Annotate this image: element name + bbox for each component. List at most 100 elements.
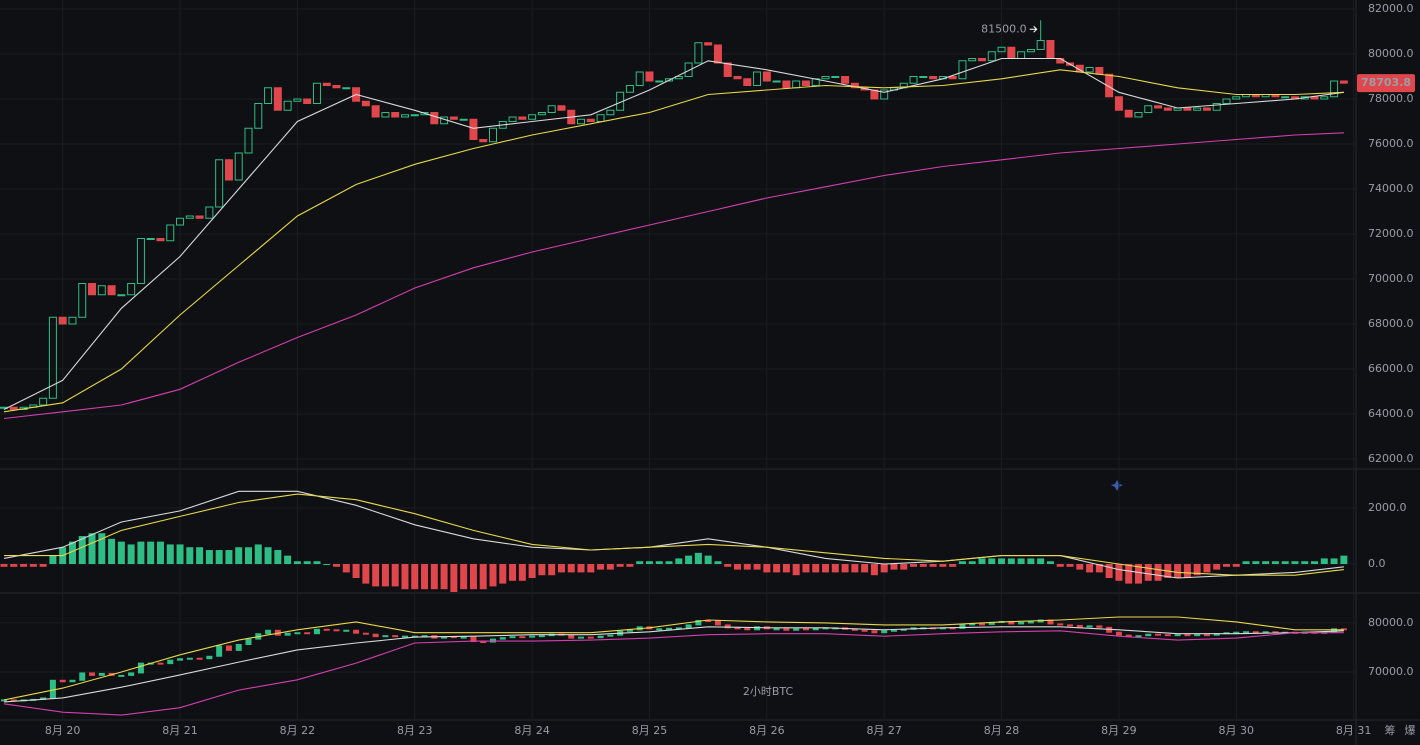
mini-candle: [1076, 624, 1083, 628]
macd-bar: [822, 564, 830, 573]
candle: [753, 71, 762, 86]
candle: [1124, 109, 1133, 118]
mini-candle: [685, 624, 692, 629]
macd-bar: [1027, 558, 1035, 565]
mini-candle: [773, 628, 780, 631]
mini-candle: [333, 629, 340, 632]
candle: [577, 118, 586, 125]
macd-bar: [988, 558, 996, 565]
macd-bar: [812, 564, 820, 573]
macd-bar: [890, 564, 898, 570]
macd-bar: [636, 561, 644, 565]
y-tick-label: 2000.0: [1368, 501, 1407, 514]
side-tab: 爆: [1405, 723, 1416, 737]
macd-bar: [870, 564, 878, 576]
candle: [655, 80, 664, 83]
max-label: 81500.0: [981, 22, 1027, 35]
macd-bar: [176, 544, 184, 565]
mini-candle: [460, 636, 467, 639]
macd-bar: [548, 564, 556, 576]
x-tick-label: 8月 21: [162, 724, 198, 737]
macd-bar: [1095, 564, 1103, 573]
candle: [166, 224, 175, 242]
candle: [293, 98, 302, 102]
candle: [635, 71, 644, 86]
macd-bar: [1105, 564, 1113, 579]
mini-candle: [802, 628, 809, 631]
mini-candle: [216, 645, 223, 657]
y-tick-label: 76000.0: [1368, 137, 1414, 150]
macd-bar: [978, 558, 986, 565]
macd-bar: [391, 564, 399, 587]
candle: [948, 76, 957, 80]
macd-bar: [626, 564, 634, 567]
macd-bar: [1271, 561, 1279, 565]
mini-candle: [323, 628, 330, 631]
macd-bar: [1223, 564, 1230, 567]
macd-bar: [1174, 564, 1182, 579]
x-tick-label: 8月 25: [632, 724, 668, 737]
x-tick-label: 8月 26: [749, 724, 785, 737]
candle: [997, 46, 1006, 53]
candle: [234, 152, 243, 181]
ma-line: [3, 69, 1344, 413]
mini-candle: [783, 628, 790, 631]
candle: [528, 114, 537, 120]
candle: [205, 206, 214, 219]
mini-candle: [225, 645, 232, 651]
mini-candle: [1086, 625, 1093, 628]
macd-bar: [1301, 561, 1309, 565]
macd-bar: [29, 564, 37, 567]
candle: [1095, 67, 1104, 75]
macd-bar: [743, 564, 751, 570]
mini-candle: [1135, 635, 1142, 638]
macd-bar: [645, 561, 653, 565]
macd-bar: [469, 564, 477, 590]
candle: [410, 114, 419, 117]
macd-bar: [1056, 564, 1064, 567]
candle: [1330, 80, 1339, 98]
candle: [9, 406, 18, 410]
candle: [400, 114, 409, 118]
x-tick-label: 8月 31: [1336, 724, 1372, 737]
mini-candle: [235, 643, 242, 651]
mini-candle: [969, 623, 976, 626]
mini-candle: [587, 636, 594, 639]
macd-bar: [1193, 564, 1201, 576]
mini-candle: [812, 627, 819, 631]
macd-bar: [587, 564, 595, 573]
candle: [1007, 46, 1016, 59]
macd-bar: [1046, 561, 1054, 565]
macd-bar: [518, 564, 526, 581]
mini-candle: [1067, 624, 1074, 627]
macd-bar: [430, 564, 438, 590]
mini-candle: [1096, 625, 1103, 628]
candle: [1105, 73, 1114, 98]
boll-line: [3, 630, 1344, 716]
candle: [312, 82, 321, 104]
macd-bar: [264, 547, 272, 565]
mini-candle: [1252, 631, 1259, 634]
candle: [557, 105, 566, 111]
candle: [1183, 107, 1192, 111]
mini-candle: [538, 635, 545, 638]
candle: [489, 127, 497, 143]
macd-bar: [440, 564, 448, 590]
macd-bar: [792, 564, 800, 576]
macd-bar: [1232, 564, 1240, 567]
macd-bar: [1320, 558, 1328, 565]
candle: [831, 76, 840, 78]
mini-candle: [666, 627, 673, 630]
y-tick-label: 78000.0: [1368, 92, 1414, 105]
candle: [1114, 96, 1123, 111]
y-tick-label: 0.0: [1368, 557, 1386, 570]
mini-candle: [509, 636, 516, 639]
side-tab: 筹: [1385, 723, 1396, 737]
mini-candle: [1155, 633, 1162, 636]
macd-bar: [372, 564, 380, 587]
macd-bar: [323, 564, 331, 566]
candle: [958, 60, 967, 80]
candle: [469, 118, 478, 140]
candle: [880, 89, 889, 100]
